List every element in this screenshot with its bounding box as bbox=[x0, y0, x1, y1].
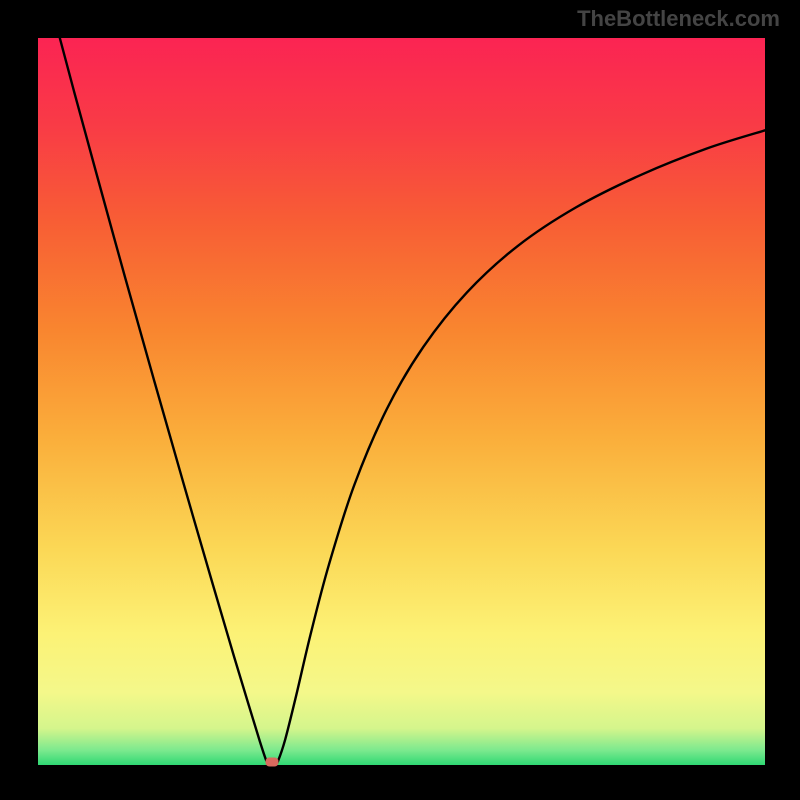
plot-area bbox=[38, 38, 765, 765]
curve-right-branch bbox=[275, 130, 765, 765]
curve-svg bbox=[38, 38, 765, 765]
chart-container: TheBottleneck.com bbox=[0, 0, 800, 800]
watermark-text: TheBottleneck.com bbox=[577, 6, 780, 32]
vertex-marker bbox=[266, 758, 279, 767]
curve-left-branch bbox=[60, 38, 269, 765]
